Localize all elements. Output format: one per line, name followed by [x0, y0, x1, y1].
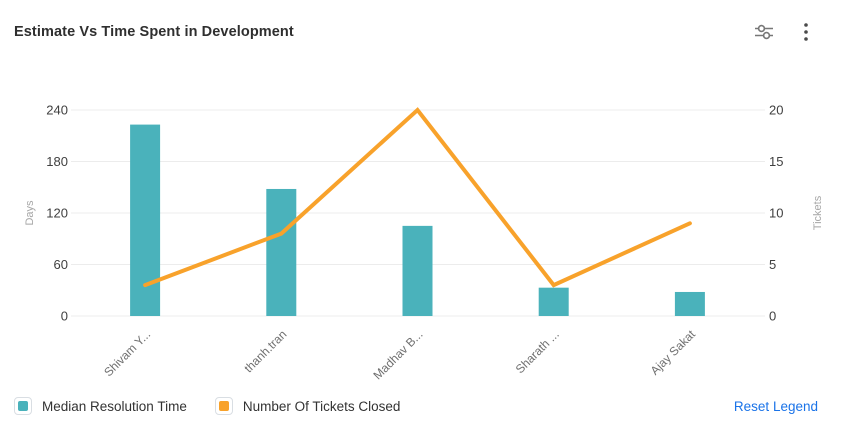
legend-swatch-box	[14, 397, 32, 415]
left-axis-tick-label: 120	[46, 206, 68, 221]
left-axis-tick-label: 180	[46, 154, 68, 169]
card-footer: Median Resolution Time Number Of Tickets…	[0, 390, 841, 430]
right-axis-tick-label: 0	[769, 309, 776, 324]
left-axis-title: Days	[24, 200, 36, 226]
header-icons	[753, 21, 817, 43]
x-axis-label-0: Shivam Y...	[101, 327, 153, 379]
bar-median-resolution-time-2[interactable]	[402, 225, 433, 316]
x-axis-label-4: Ajay Sakat	[648, 327, 699, 378]
x-axis-label-3: Sharath ...	[513, 327, 562, 376]
legend-item-median-resolution-time[interactable]: Median Resolution Time	[14, 397, 187, 415]
left-axis-tick-label: 60	[54, 257, 68, 272]
bar-median-resolution-time-1[interactable]	[266, 188, 297, 316]
page-title: Estimate Vs Time Spent in Development	[14, 24, 294, 40]
legend-swatch-box	[214, 397, 233, 415]
x-axis-label-1: thanh.tran	[241, 327, 289, 375]
legend-label: Number Of Tickets Closed	[242, 398, 401, 414]
card-header: Estimate Vs Time Spent in Development	[0, 0, 841, 52]
bar-median-resolution-time-0[interactable]	[130, 124, 161, 316]
x-axis-label-2: Madhav B...	[370, 327, 425, 382]
bar-median-resolution-time-3[interactable]	[538, 287, 569, 316]
chart-area: 0 0 60 5 120 10 180 15 240 20 Days Tickets Shivam Y.…	[0, 52, 841, 390]
right-axis-tick-label: 10	[769, 206, 783, 221]
right-axis-tick-label: 20	[769, 103, 783, 118]
line-number-of-tickets-closed[interactable]	[143, 107, 692, 288]
legend: Median Resolution Time Number Of Tickets…	[14, 397, 400, 415]
combo-chart-svg: 0 0 60 5 120 10 180 15 240 20 Days Tickets Shivam Y.…	[24, 103, 824, 383]
filter-sliders-icon[interactable]	[753, 21, 775, 43]
left-axis-tick-label: 0	[61, 309, 68, 324]
legend-swatch-orange	[218, 401, 229, 411]
legend-swatch-teal	[18, 401, 28, 411]
right-axis-tick-label: 5	[769, 257, 776, 272]
right-axis-title: Tickets	[812, 195, 824, 230]
legend-label: Median Resolution Time	[42, 398, 187, 414]
legend-item-number-of-tickets-closed[interactable]: Number Of Tickets Closed	[214, 397, 401, 415]
kebab-menu-icon[interactable]	[795, 21, 817, 43]
right-axis-tick-label: 15	[769, 154, 783, 169]
bar-median-resolution-time-4[interactable]	[674, 291, 705, 316]
left-axis-tick-label: 240	[46, 103, 68, 118]
reset-legend-link[interactable]: Reset Legend	[733, 398, 818, 414]
